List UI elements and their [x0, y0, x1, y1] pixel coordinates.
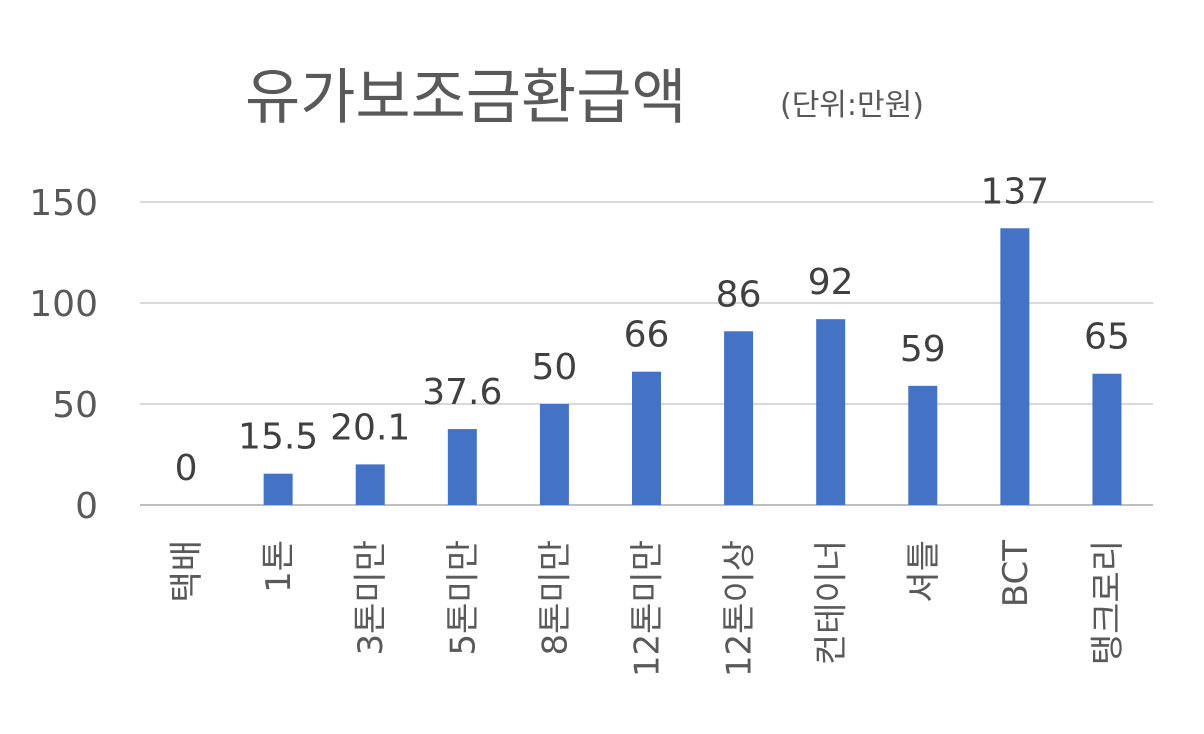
data-label: 15.5: [238, 417, 318, 458]
data-label: 59: [900, 329, 946, 370]
category-label: 12톤미만: [628, 540, 668, 677]
data-label: 92: [808, 262, 854, 303]
data-label: 65: [1084, 317, 1130, 358]
data-label: 0: [175, 448, 198, 489]
bar: [1000, 228, 1030, 505]
data-label: 137: [981, 171, 1050, 212]
data-label: 50: [532, 347, 578, 388]
y-axis-tick-labels: 0 50 100 150: [29, 183, 98, 527]
bar: [447, 429, 477, 505]
category-label: 셔틀: [904, 540, 944, 603]
data-label: 20.1: [330, 407, 410, 448]
category-label: 택배: [167, 540, 207, 603]
bar: [263, 473, 293, 505]
x-axis-category-labels: 택배 1톤 3톤미만 5톤미만 8톤미만 12톤미만 12톤이상 컨테이너 셔틀 BCT 탱크로리: [167, 540, 1128, 677]
y-tick-label: 50: [52, 385, 98, 426]
category-label: BCT: [996, 540, 1036, 607]
data-label: 37.6: [422, 372, 502, 413]
data-label: 86: [716, 274, 762, 315]
bar: [355, 464, 385, 505]
y-tick-label: 100: [29, 284, 98, 325]
bar: [816, 319, 846, 505]
bar: [539, 404, 569, 505]
category-label: 5톤미만: [443, 540, 483, 655]
data-label: 66: [624, 315, 670, 356]
chart-unit-subtitle: (단위:만원): [780, 88, 924, 123]
category-label: 1톤: [259, 540, 299, 593]
category-label: 12톤이상: [720, 540, 760, 677]
data-labels: 0 15.5 20.1 37.6 50 66 86 92 59 137 65: [175, 171, 1130, 489]
category-label: 컨테이너: [812, 540, 852, 665]
category-label: 8톤미만: [535, 540, 575, 655]
y-tick-label: 0: [75, 486, 98, 527]
bar: [1092, 373, 1122, 505]
bars: [263, 228, 1122, 505]
chart-title: 유가보조금환급액: [245, 63, 687, 133]
category-label: 3톤미만: [351, 540, 391, 655]
category-label: 탱크로리: [1088, 540, 1128, 665]
y-tick-label: 150: [29, 183, 98, 224]
bar: [724, 331, 754, 505]
bar: [632, 371, 661, 505]
bar: [908, 385, 938, 505]
